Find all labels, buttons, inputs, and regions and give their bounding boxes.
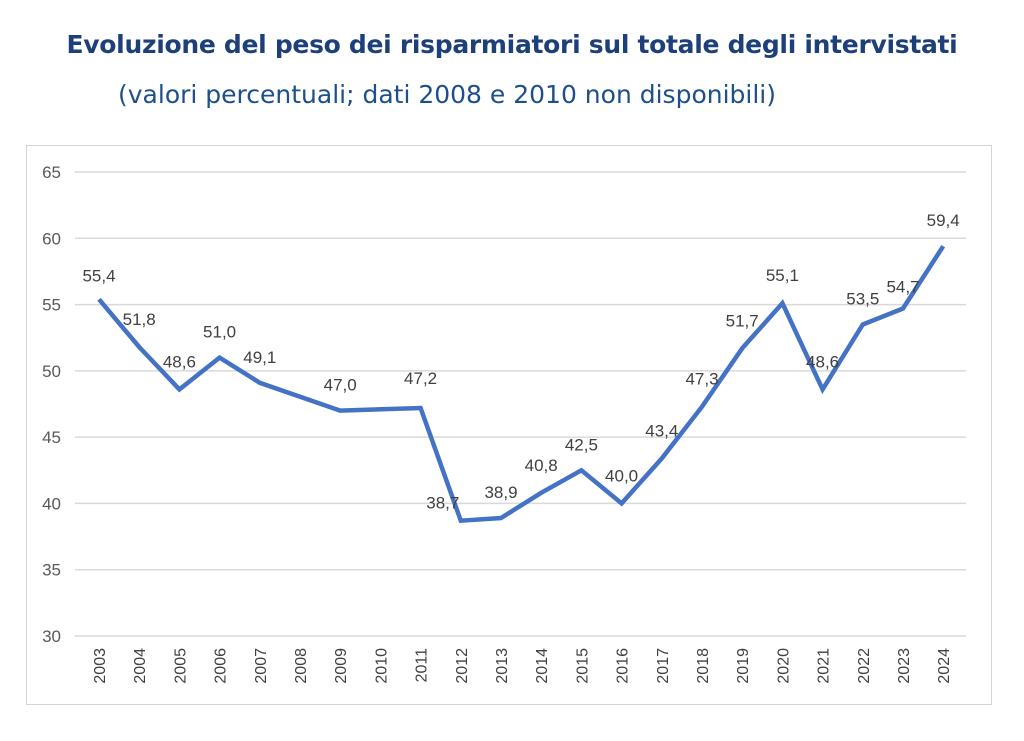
- x-tick-label: 2005: [172, 648, 189, 684]
- y-tick-label: 60: [42, 229, 61, 248]
- x-tick-label: 2010: [373, 648, 390, 684]
- data-label: 42,5: [565, 435, 598, 454]
- data-series: [97, 244, 946, 524]
- x-tick-label: 2021: [816, 648, 833, 684]
- data-label: 51,8: [123, 310, 156, 329]
- y-tick-label: 65: [42, 163, 61, 182]
- x-tick-label: 2007: [253, 648, 270, 684]
- data-label: 47,0: [324, 376, 357, 395]
- chart-title: Evoluzione del peso dei risparmiatori su…: [66, 30, 958, 59]
- data-label: 48,6: [163, 352, 196, 371]
- x-tick-label: 2020: [775, 648, 792, 684]
- x-tick-label: 2003: [92, 648, 109, 684]
- chart-subtitle: (valori percentuali; dati 2008 e 2010 no…: [118, 80, 776, 109]
- x-tick-label: 2015: [574, 648, 591, 684]
- data-label: 51,7: [726, 311, 759, 330]
- data-label: 59,4: [927, 211, 960, 230]
- data-label: 47,2: [404, 369, 437, 388]
- x-tick-label: 2008: [293, 648, 310, 684]
- gridlines: [75, 171, 966, 637]
- y-tick-label: 50: [42, 362, 61, 381]
- x-tick-label: 2019: [735, 648, 752, 684]
- data-label: 51,0: [203, 323, 236, 342]
- data-label: 49,1: [243, 348, 276, 367]
- data-label: 53,5: [846, 289, 879, 308]
- data-label: 40,0: [605, 466, 638, 485]
- data-labels: 55,4 51,8 48,6 51,0 49,1 47,0 47,2 38,7 38,9 40,8…: [82, 211, 959, 512]
- y-axis-ticks: 30 35 40 45 50 55 60 65: [42, 163, 61, 646]
- x-tick-label: 2013: [494, 648, 511, 684]
- y-tick-label: 55: [42, 296, 61, 315]
- x-tick-label: 2012: [454, 648, 471, 684]
- y-tick-label: 30: [42, 627, 61, 646]
- series-line: [97, 244, 946, 524]
- data-label: 38,7: [426, 494, 459, 513]
- data-label: 47,3: [685, 370, 718, 389]
- x-axis-ticks: 2003 2004 2005 2006 2007 2008 2009 2010 2011 2012…: [92, 648, 953, 684]
- data-label: 48,6: [806, 352, 839, 371]
- data-label: 55,4: [82, 266, 115, 285]
- x-tick-label: 2006: [213, 648, 230, 684]
- x-tick-label: 2022: [856, 648, 873, 684]
- x-tick-label: 2016: [615, 648, 632, 684]
- y-tick-label: 45: [42, 428, 61, 447]
- x-tick-label: 2024: [936, 648, 953, 684]
- x-tick-label: 2018: [695, 648, 712, 684]
- data-label: 38,9: [484, 483, 517, 502]
- data-label: 40,8: [525, 456, 558, 475]
- data-label: 55,1: [766, 266, 799, 285]
- data-label: 54,7: [886, 278, 919, 297]
- x-tick-label: 2017: [655, 648, 672, 684]
- data-label: 43,4: [645, 421, 678, 440]
- x-tick-label: 2009: [333, 648, 350, 684]
- x-tick-label: 2014: [534, 648, 551, 684]
- x-tick-label: 2023: [896, 648, 913, 684]
- y-tick-label: 40: [42, 494, 61, 513]
- y-tick-label: 35: [42, 561, 61, 580]
- x-tick-label: 2004: [132, 648, 149, 684]
- x-tick-label: 2011: [414, 648, 431, 683]
